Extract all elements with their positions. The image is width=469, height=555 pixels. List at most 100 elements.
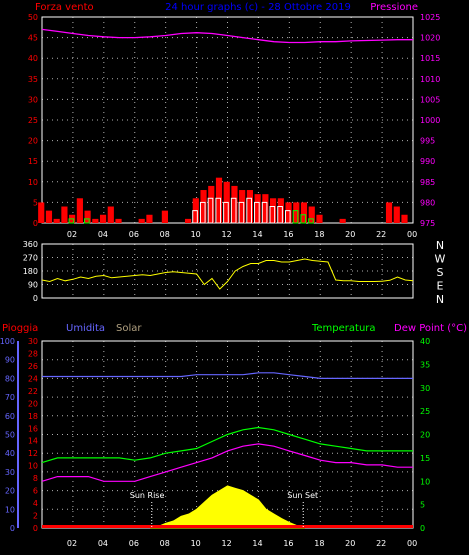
- wind-bar: [53, 218, 60, 223]
- temperature-y-tick: 0: [420, 524, 425, 533]
- weather-panel-x-tick: 10: [191, 539, 201, 548]
- rain-y-tick: 22: [28, 387, 38, 396]
- chart-title: 24 hour graphs (c) - 28 Ottobre 2019: [165, 2, 351, 13]
- wind-panel-x-tick: 14: [252, 230, 262, 239]
- wind-bar: [215, 177, 223, 223]
- wind-bar: [146, 214, 153, 223]
- wind-y-tick: 10: [28, 178, 38, 187]
- pressure-line: [41, 28, 413, 44]
- compass-label: N: [436, 293, 444, 306]
- compass-label: N: [436, 239, 444, 252]
- wind-bar: [107, 206, 114, 223]
- pressure-y-tick: 1015: [420, 54, 440, 63]
- rain-y-tick: 4: [33, 499, 38, 508]
- gust-bar: [230, 197, 237, 224]
- humidity-line: [42, 372, 413, 379]
- wind-bar: [239, 190, 246, 223]
- rain-y-tick: 24: [28, 374, 38, 383]
- gust-bar: [223, 201, 229, 224]
- header-right-label: Pressione: [370, 2, 418, 13]
- humidity-y-tick: 100: [0, 337, 15, 346]
- humidity-label: Umidita: [66, 323, 105, 334]
- weather-panel-x-tick: 00: [407, 539, 417, 548]
- wind-panel-x-tick: 16: [283, 230, 293, 239]
- temperature-y-tick: 5: [420, 501, 425, 510]
- gust-bar: [284, 210, 291, 224]
- wind-panel-x-tick: 02: [67, 230, 77, 239]
- pressure-y-tick: 1005: [420, 95, 440, 104]
- wind-bar: [385, 202, 393, 223]
- wind-panel-x-tick: 12: [222, 230, 232, 239]
- wind-bar: [200, 190, 207, 223]
- wind-bar: [300, 202, 308, 223]
- weather-panel-x-tick: 02: [67, 539, 77, 548]
- direction-y-tick: 0: [33, 294, 38, 303]
- wind-y-tick: 30: [28, 95, 38, 104]
- temperature-y-tick: 35: [420, 360, 430, 369]
- gust-bar: [215, 197, 222, 224]
- rain-y-tick: 0: [33, 524, 38, 533]
- gust-bar: [277, 206, 283, 224]
- rain-y-tick: 30: [28, 337, 38, 346]
- gust-bar: [84, 218, 90, 224]
- pressure-y-tick: 1010: [420, 75, 440, 84]
- temperature-y-tick: 30: [420, 384, 430, 393]
- temperature-y-tick: 40: [420, 337, 430, 346]
- gust-bar: [292, 210, 299, 224]
- wind-bar: [45, 210, 53, 223]
- wind-y-tick: 40: [28, 54, 38, 63]
- pressure-y-tick: 1020: [420, 34, 440, 43]
- gust-bar: [207, 197, 214, 224]
- gust-bar: [192, 210, 198, 224]
- header-left-label: Forza vento: [35, 2, 94, 13]
- weather-panel-x-tick: 06: [129, 539, 139, 548]
- wind-bar: [270, 198, 277, 223]
- humidity-y-tick: 30: [5, 468, 15, 477]
- sun-rise-label: Sun Rise: [130, 491, 165, 500]
- wind-y-tick: 0: [33, 219, 38, 228]
- wind-bar: [339, 218, 346, 223]
- rain-y-tick: 18: [28, 412, 38, 421]
- weather-panel-x-tick: 14: [252, 539, 262, 548]
- rain-y-tick: 8: [33, 474, 38, 483]
- humidity-y-tick: 80: [5, 374, 15, 383]
- wind-bar: [246, 190, 254, 223]
- gust-bar: [238, 201, 245, 224]
- wind-bar: [115, 218, 122, 223]
- wind-bar: [401, 214, 408, 223]
- weather-panel-x-tick: 18: [314, 539, 324, 548]
- gust-bar: [308, 218, 314, 224]
- rain-y-tick: 14: [28, 437, 38, 446]
- rain-y-tick: 16: [28, 424, 38, 433]
- wind-bar: [316, 214, 323, 223]
- rain-label: Pioggia: [2, 323, 38, 334]
- wind-bar: [254, 194, 261, 223]
- wind-bar: [393, 206, 400, 223]
- wind-panel-x-tick: 06: [129, 230, 139, 239]
- temperature-y-tick: 25: [420, 407, 430, 416]
- direction-y-tick: 360: [23, 240, 38, 249]
- rain-y-tick: 28: [28, 349, 38, 358]
- wind-y-tick: 20: [28, 137, 38, 146]
- temperature-label: Temperatura: [311, 323, 376, 334]
- solar-area: [150, 485, 305, 529]
- wind-bar: [38, 202, 45, 223]
- wind-bar: [161, 210, 168, 223]
- dewpoint-line: [41, 443, 413, 482]
- compass-label: S: [437, 266, 444, 279]
- wind-panel-x-tick: 00: [407, 230, 417, 239]
- wind-y-tick: 25: [28, 116, 38, 125]
- wind-y-tick: 45: [28, 34, 38, 43]
- wind-panel-x-tick: 04: [98, 230, 108, 239]
- wind-panel-x-tick: 22: [376, 230, 386, 239]
- wind-panel-x-tick: 20: [345, 230, 355, 239]
- direction-y-tick: 180: [23, 267, 38, 276]
- wind-bar: [293, 202, 300, 223]
- wind-bar: [285, 202, 292, 223]
- humidity-y-tick: 90: [5, 356, 15, 365]
- wind-panel-x-tick: 08: [160, 230, 170, 239]
- weather-panel-x-tick: 12: [222, 539, 232, 548]
- gust-bar: [261, 201, 268, 224]
- temperature-y-tick: 15: [420, 454, 430, 463]
